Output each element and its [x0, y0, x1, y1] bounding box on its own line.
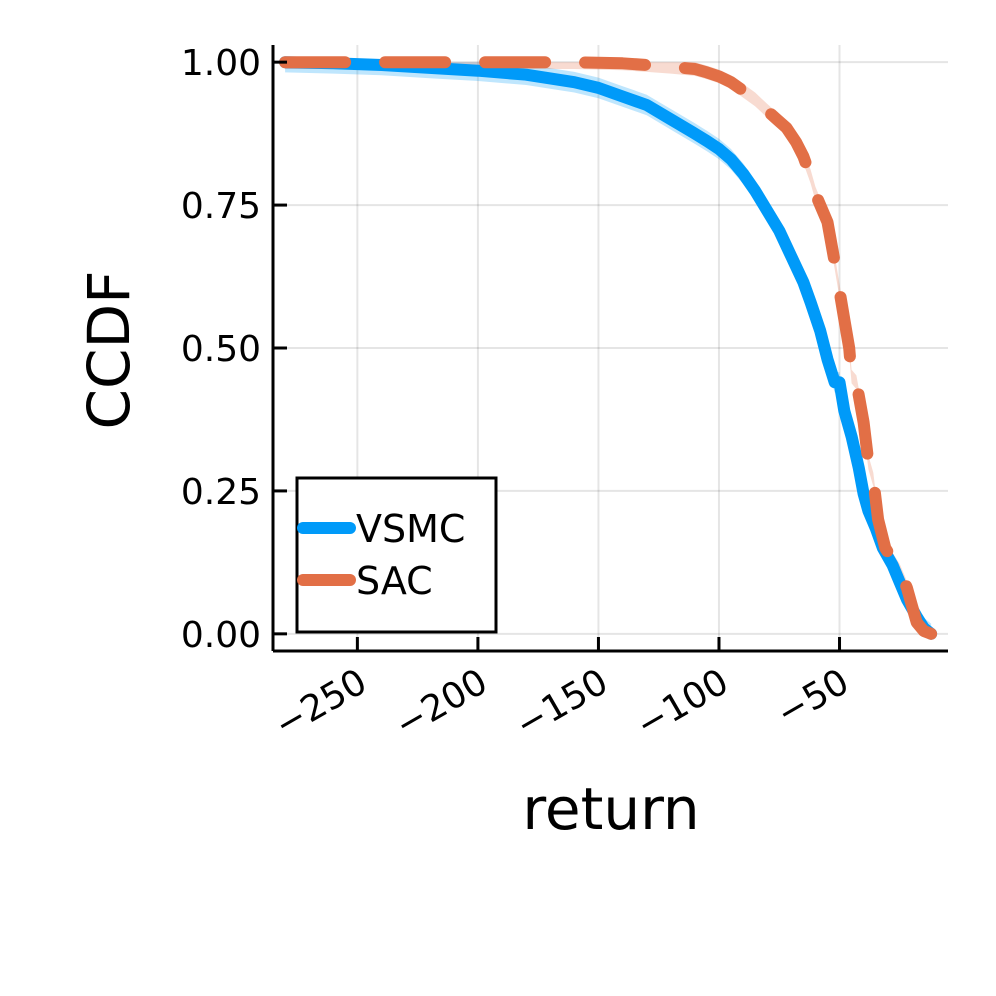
x-axis-title: return: [522, 775, 699, 843]
series-line-sac: [279, 56, 938, 640]
series-lines: [279, 56, 938, 640]
y-tick-label: 0.25: [181, 472, 261, 513]
legend-box: [295, 476, 498, 634]
y-tick-label: 0.00: [181, 615, 261, 656]
legend-label-vsmc: VSMC: [356, 507, 465, 551]
y-axis-title: CCDF: [75, 270, 143, 429]
y-tick-label: 1.00: [181, 43, 261, 84]
y-tick-label: 0.75: [181, 186, 261, 227]
legend-label-sac: SAC: [356, 559, 433, 603]
legend: VSMC SAC: [295, 476, 498, 634]
y-tick-label: 0.50: [181, 329, 261, 370]
y-axis-ticks: 0.00 0.25 0.50 0.75 1.00: [181, 43, 287, 656]
